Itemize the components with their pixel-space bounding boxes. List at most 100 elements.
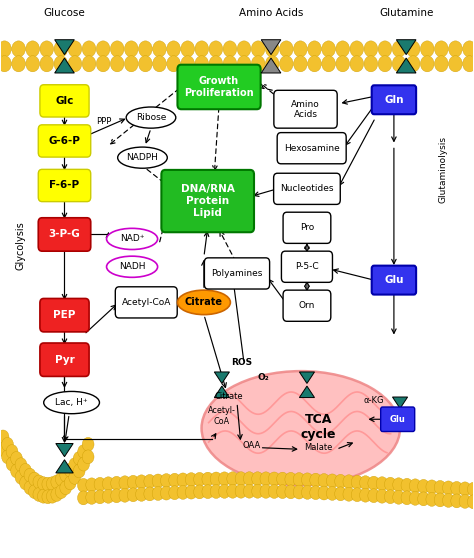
Text: Glutaminolysis: Glutaminolysis — [438, 136, 447, 203]
Circle shape — [15, 470, 27, 484]
Circle shape — [426, 492, 438, 506]
Circle shape — [343, 475, 355, 489]
Circle shape — [350, 41, 364, 57]
Circle shape — [55, 485, 67, 499]
Polygon shape — [56, 444, 73, 456]
Circle shape — [15, 458, 27, 472]
Text: Ribose: Ribose — [136, 113, 166, 122]
Circle shape — [384, 477, 396, 491]
Circle shape — [235, 484, 247, 498]
Text: F-6-P: F-6-P — [49, 180, 80, 190]
Circle shape — [260, 472, 272, 486]
Circle shape — [251, 41, 265, 57]
Circle shape — [64, 476, 76, 490]
Circle shape — [26, 41, 39, 57]
Circle shape — [459, 494, 471, 508]
Circle shape — [73, 451, 85, 465]
Circle shape — [167, 56, 181, 72]
Circle shape — [86, 478, 98, 492]
FancyBboxPatch shape — [115, 287, 177, 318]
Circle shape — [293, 473, 305, 487]
Circle shape — [335, 474, 346, 488]
FancyBboxPatch shape — [282, 251, 332, 282]
Ellipse shape — [44, 391, 100, 413]
Circle shape — [42, 490, 54, 504]
Circle shape — [322, 56, 336, 72]
Circle shape — [401, 478, 413, 492]
Circle shape — [393, 490, 404, 504]
Circle shape — [42, 477, 54, 491]
Circle shape — [153, 56, 166, 72]
Circle shape — [51, 475, 63, 489]
Ellipse shape — [126, 107, 176, 128]
Circle shape — [364, 41, 378, 57]
Circle shape — [33, 488, 45, 502]
Circle shape — [327, 474, 338, 488]
Circle shape — [467, 482, 474, 496]
Circle shape — [434, 493, 446, 507]
Polygon shape — [261, 40, 281, 55]
Circle shape — [210, 472, 222, 486]
Circle shape — [343, 487, 355, 501]
Circle shape — [46, 477, 58, 490]
FancyBboxPatch shape — [273, 173, 340, 204]
Circle shape — [194, 485, 205, 499]
Circle shape — [310, 473, 321, 487]
Circle shape — [336, 56, 349, 72]
Polygon shape — [55, 58, 74, 73]
Text: OAA: OAA — [242, 441, 260, 450]
Circle shape — [110, 489, 122, 503]
Circle shape — [301, 473, 313, 487]
FancyBboxPatch shape — [40, 299, 89, 332]
Circle shape — [451, 482, 463, 496]
Circle shape — [37, 477, 49, 490]
Text: Glucose: Glucose — [44, 8, 85, 18]
Circle shape — [252, 484, 264, 498]
Circle shape — [360, 488, 371, 502]
Text: Citrate: Citrate — [185, 297, 223, 307]
Text: TCA
cycle: TCA cycle — [301, 412, 336, 440]
Text: O₂: O₂ — [257, 373, 269, 382]
Circle shape — [64, 464, 76, 477]
Text: NADH: NADH — [119, 262, 146, 271]
Circle shape — [46, 489, 58, 503]
Circle shape — [467, 495, 474, 509]
Text: Amino Acids: Amino Acids — [239, 8, 303, 18]
Circle shape — [327, 487, 338, 501]
Circle shape — [127, 475, 139, 489]
Text: Glycolysis: Glycolysis — [16, 221, 26, 270]
Circle shape — [144, 487, 155, 501]
Circle shape — [406, 56, 420, 72]
Circle shape — [28, 485, 40, 499]
Circle shape — [177, 473, 189, 487]
Circle shape — [125, 41, 138, 57]
Circle shape — [181, 56, 194, 72]
Circle shape — [82, 41, 96, 57]
Circle shape — [167, 41, 181, 57]
Polygon shape — [214, 372, 229, 383]
Circle shape — [185, 485, 197, 499]
Polygon shape — [56, 460, 73, 473]
Circle shape — [54, 41, 68, 57]
Circle shape — [55, 472, 67, 486]
Circle shape — [219, 472, 230, 486]
FancyBboxPatch shape — [38, 125, 91, 157]
Circle shape — [40, 56, 54, 72]
Circle shape — [310, 485, 321, 499]
Circle shape — [202, 472, 214, 486]
Circle shape — [426, 480, 438, 494]
Circle shape — [26, 56, 39, 72]
Text: Nucleotides: Nucleotides — [280, 184, 334, 193]
Circle shape — [318, 474, 330, 488]
Circle shape — [82, 56, 96, 72]
Circle shape — [37, 489, 49, 503]
Text: Orn: Orn — [299, 301, 315, 310]
Circle shape — [60, 468, 72, 482]
Circle shape — [202, 485, 214, 499]
Text: Pro: Pro — [300, 223, 314, 232]
Circle shape — [125, 56, 138, 72]
Circle shape — [252, 472, 264, 485]
Circle shape — [368, 489, 380, 503]
Text: NAD⁺: NAD⁺ — [120, 234, 144, 243]
Text: Glu: Glu — [384, 275, 404, 285]
